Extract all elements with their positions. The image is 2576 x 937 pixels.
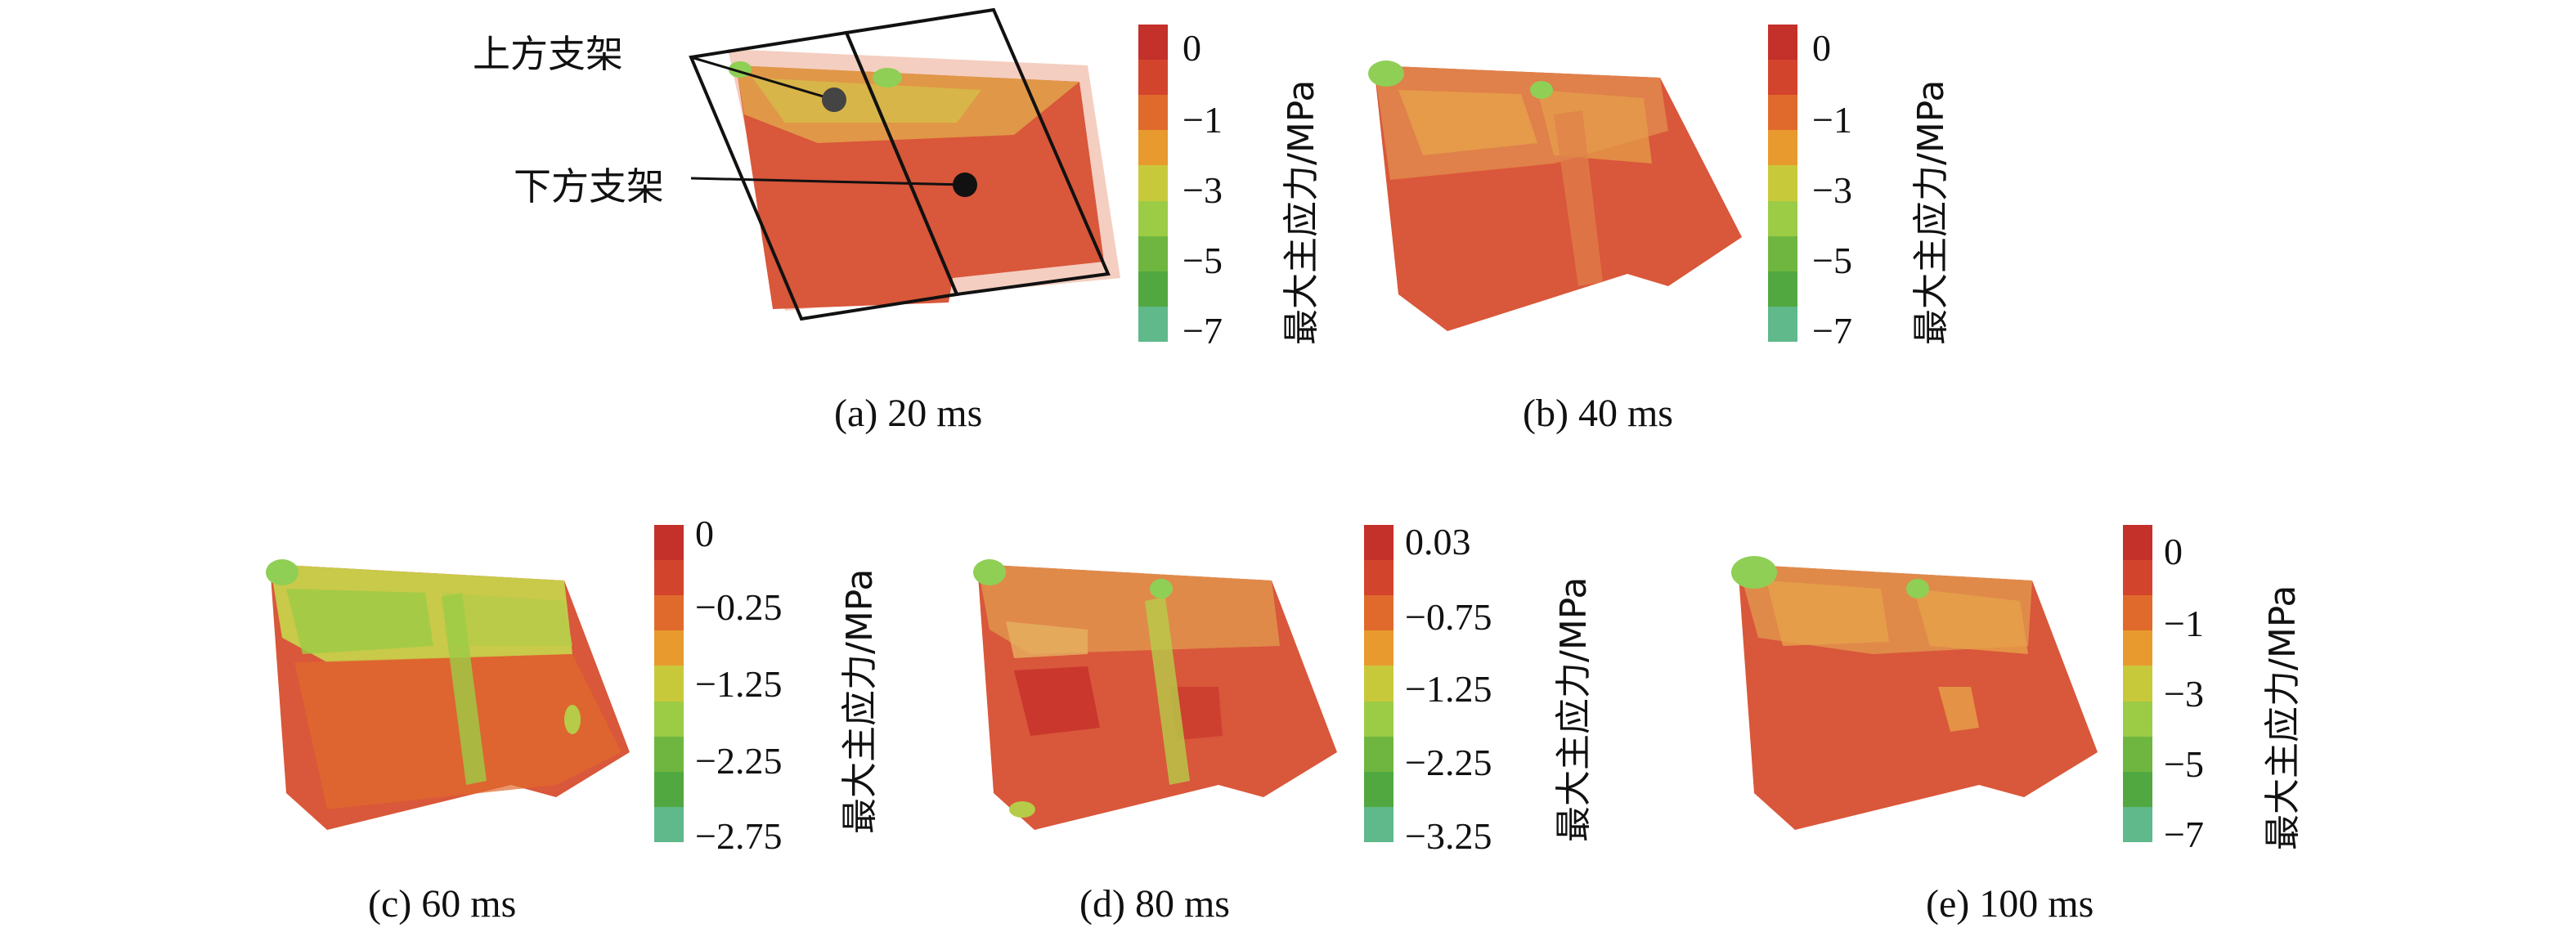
plate-a xyxy=(728,49,1120,311)
colorbar-b xyxy=(1768,25,1797,342)
colorbar-segment xyxy=(1768,25,1797,61)
caption-b: (b) 40 ms xyxy=(1523,392,1673,435)
tick-e-4: −7 xyxy=(2164,814,2204,855)
tick-a-2: −3 xyxy=(1183,169,1223,211)
colorbar-segment xyxy=(654,630,684,666)
colorbar-segment xyxy=(1364,525,1393,561)
lower-bracket-marker xyxy=(953,173,977,197)
tick-b-3: −5 xyxy=(1812,240,1852,281)
colorbar-segment xyxy=(1364,806,1393,842)
tick-b-1: −1 xyxy=(1812,99,1852,141)
colorbar-segment xyxy=(1364,736,1393,772)
lower-bracket-label: 下方支架 xyxy=(514,164,664,208)
colorbar-segment xyxy=(2123,560,2152,596)
upper-bracket-marker xyxy=(822,87,846,112)
colorbar-segment xyxy=(654,525,684,561)
callout-lines xyxy=(690,56,966,186)
tick-a-0: 0 xyxy=(1183,27,1201,69)
colorbar-segment xyxy=(654,666,684,702)
colorbar-segment xyxy=(1364,560,1393,596)
colorbar-segment xyxy=(1768,306,1797,342)
tick-e-3: −5 xyxy=(2164,743,2204,785)
colorbar-segment xyxy=(2123,525,2152,561)
tick-b-2: −3 xyxy=(1812,169,1852,211)
colorbar-segment xyxy=(1768,165,1797,201)
colorbar-segment xyxy=(1364,771,1393,807)
colorbar-e xyxy=(2123,525,2152,842)
colorbar-segment xyxy=(654,595,684,631)
colorbar-segment xyxy=(1138,60,1168,96)
tick-e-2: −3 xyxy=(2164,673,2204,715)
caption-c: (c) 60 ms xyxy=(368,882,517,926)
tick-c-2: −1.25 xyxy=(695,663,783,705)
tick-d-1: −0.75 xyxy=(1405,596,1492,638)
colorbar-segment xyxy=(1138,306,1168,342)
colorbar-segment xyxy=(1138,200,1168,236)
colorbar-segment xyxy=(2123,736,2152,772)
tick-c-1: −0.25 xyxy=(695,586,783,628)
colorbar-segment xyxy=(1364,595,1393,631)
colorbar-segment xyxy=(1768,235,1797,271)
colorbar-segment xyxy=(1138,165,1168,201)
colorbar-segment xyxy=(2123,701,2152,737)
tick-c-0: 0 xyxy=(695,513,714,554)
colorbar-c xyxy=(654,525,684,842)
tick-c-4: −2.75 xyxy=(695,815,783,857)
bracket-frames xyxy=(689,7,1111,321)
colorbar-segment xyxy=(1138,130,1168,166)
tick-a-3: −5 xyxy=(1183,240,1223,281)
colorbar-segment xyxy=(654,771,684,807)
tick-a-1: −1 xyxy=(1183,99,1223,141)
colorbar-segment xyxy=(2123,771,2152,807)
colorbar-segment xyxy=(654,701,684,737)
colorbar-title-e: 最大主应力/MPa xyxy=(2262,585,2304,850)
tick-d-4: −3.25 xyxy=(1405,815,1492,857)
colorbar-segment xyxy=(1364,630,1393,666)
colorbar-segment xyxy=(654,560,684,596)
tick-d-0: 0.03 xyxy=(1405,521,1471,563)
tick-b-0: 0 xyxy=(1812,27,1831,69)
caption-d: (d) 80 ms xyxy=(1079,882,1230,926)
tick-e-0: 0 xyxy=(2164,531,2183,572)
colorbar-segment xyxy=(2123,630,2152,666)
colorbar-segment xyxy=(2123,666,2152,702)
tick-a-4: −7 xyxy=(1183,310,1223,352)
tick-c-3: −2.25 xyxy=(695,740,783,782)
colorbar-segment xyxy=(1768,95,1797,131)
colorbar-segment xyxy=(654,806,684,842)
colorbar-segment xyxy=(1768,271,1797,307)
colorbar-segment xyxy=(1768,200,1797,236)
colorbar-segment xyxy=(1138,25,1168,61)
caption-a: (a) 20 ms xyxy=(834,392,983,435)
colorbar-d xyxy=(1364,525,1393,842)
tick-d-3: −2.25 xyxy=(1405,742,1492,783)
upper-bracket-label: 上方支架 xyxy=(473,32,623,76)
colorbar-a xyxy=(1138,25,1168,342)
tick-b-4: −7 xyxy=(1812,310,1852,352)
colorbar-segment xyxy=(2123,806,2152,842)
colorbar-segment xyxy=(1138,271,1168,307)
colorbar-segment xyxy=(1364,701,1393,737)
colorbar-segment xyxy=(654,736,684,772)
caption-e: (e) 100 ms xyxy=(1926,882,2094,926)
colorbar-segment xyxy=(2123,595,2152,631)
colorbar-segment xyxy=(1768,60,1797,96)
colorbar-segment xyxy=(1364,666,1393,702)
colorbar-segment xyxy=(1138,95,1168,131)
tick-d-2: −1.25 xyxy=(1405,668,1492,710)
colorbar-segment xyxy=(1768,130,1797,166)
colorbar-segment xyxy=(1138,235,1168,271)
tick-e-1: −1 xyxy=(2164,603,2204,644)
